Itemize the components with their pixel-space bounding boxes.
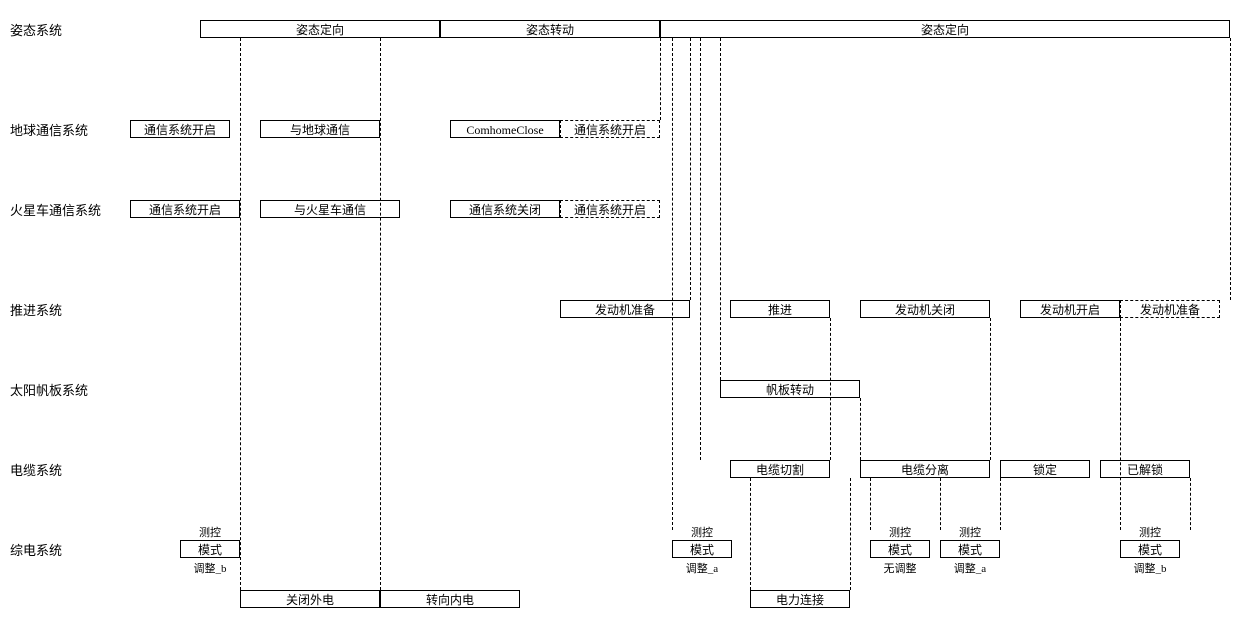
task-att-1: 姿态定向 — [200, 20, 440, 38]
timeline-diagram: 姿态系统地球通信系统火星车通信系统推进系统太阳帆板系统电缆系统综电系统姿态定向姿… — [0, 0, 1240, 644]
task-ec-4: 通信系统开启 — [560, 120, 660, 138]
dep-line — [1000, 478, 1001, 530]
task-pr-3: 发动机关闭 — [860, 300, 990, 318]
elec-mode-em-1: 模式 — [180, 540, 240, 558]
dep-line — [700, 38, 701, 460]
elec-bot-em-1: 调整_b — [180, 560, 240, 576]
dep-line — [240, 38, 241, 590]
row-label-attitude: 姿态系统 — [10, 20, 62, 39]
dep-line — [660, 38, 661, 120]
dep-line — [1190, 478, 1191, 530]
elec-top-em-5: 测控 — [1120, 524, 1180, 540]
row-label-elec: 综电系统 — [10, 540, 62, 559]
dep-line — [672, 38, 673, 530]
row-label-earth_comm: 地球通信系统 — [10, 120, 88, 139]
task-el-off: 关闭外电 — [240, 590, 380, 608]
task-rc-1: 通信系统开启 — [130, 200, 240, 218]
task-rc-2: 与火星车通信 — [260, 200, 400, 218]
row-label-cable: 电缆系统 — [10, 460, 62, 479]
task-el-int: 转向内电 — [380, 590, 520, 608]
elec-mode-em-5: 模式 — [1120, 540, 1180, 558]
task-ec-3: ComhomeClose — [450, 120, 560, 138]
task-att-2: 姿态转动 — [440, 20, 660, 38]
task-rc-3: 通信系统关闭 — [450, 200, 560, 218]
elec-top-em-2: 测控 — [672, 524, 732, 540]
elec-mode-em-3: 模式 — [870, 540, 930, 558]
dep-line — [690, 38, 691, 300]
task-sp-1: 帆板转动 — [720, 380, 860, 398]
elec-mode-em-4: 模式 — [940, 540, 1000, 558]
dep-line — [750, 478, 751, 590]
dep-line — [830, 318, 831, 460]
task-cb-1: 电缆切割 — [730, 460, 830, 478]
task-cb-2: 电缆分离 — [860, 460, 990, 478]
dep-line — [1120, 318, 1121, 530]
row-label-propulsion: 推进系统 — [10, 300, 62, 319]
elec-bot-em-2: 调整_a — [672, 560, 732, 576]
task-pr-4: 发动机开启 — [1020, 300, 1120, 318]
task-ec-1: 通信系统开启 — [130, 120, 230, 138]
dep-line — [860, 398, 861, 460]
task-pr-1: 发动机准备 — [560, 300, 690, 318]
task-ec-2: 与地球通信 — [260, 120, 380, 138]
dep-line — [990, 318, 991, 460]
dep-line — [870, 478, 871, 530]
elec-bot-em-3: 无调整 — [870, 560, 930, 576]
dep-line — [380, 38, 381, 590]
task-cb-3: 锁定 — [1000, 460, 1090, 478]
task-pr-5: 发动机准备 — [1120, 300, 1220, 318]
task-el-pwr: 电力连接 — [750, 590, 850, 608]
task-pr-2: 推进 — [730, 300, 830, 318]
dep-line — [940, 478, 941, 530]
dep-line — [1230, 38, 1231, 300]
elec-mode-em-2: 模式 — [672, 540, 732, 558]
elec-top-em-1: 测控 — [180, 524, 240, 540]
dep-line — [720, 38, 721, 380]
elec-top-em-4: 测控 — [940, 524, 1000, 540]
row-label-rover_comm: 火星车通信系统 — [10, 200, 101, 219]
task-att-3: 姿态定向 — [660, 20, 1230, 38]
dep-line — [850, 478, 851, 590]
elec-bot-em-5: 调整_b — [1120, 560, 1180, 576]
row-label-solar: 太阳帆板系统 — [10, 380, 88, 399]
elec-bot-em-4: 调整_a — [940, 560, 1000, 576]
elec-top-em-3: 测控 — [870, 524, 930, 540]
task-rc-4: 通信系统开启 — [560, 200, 660, 218]
task-cb-4: 已解锁 — [1100, 460, 1190, 478]
